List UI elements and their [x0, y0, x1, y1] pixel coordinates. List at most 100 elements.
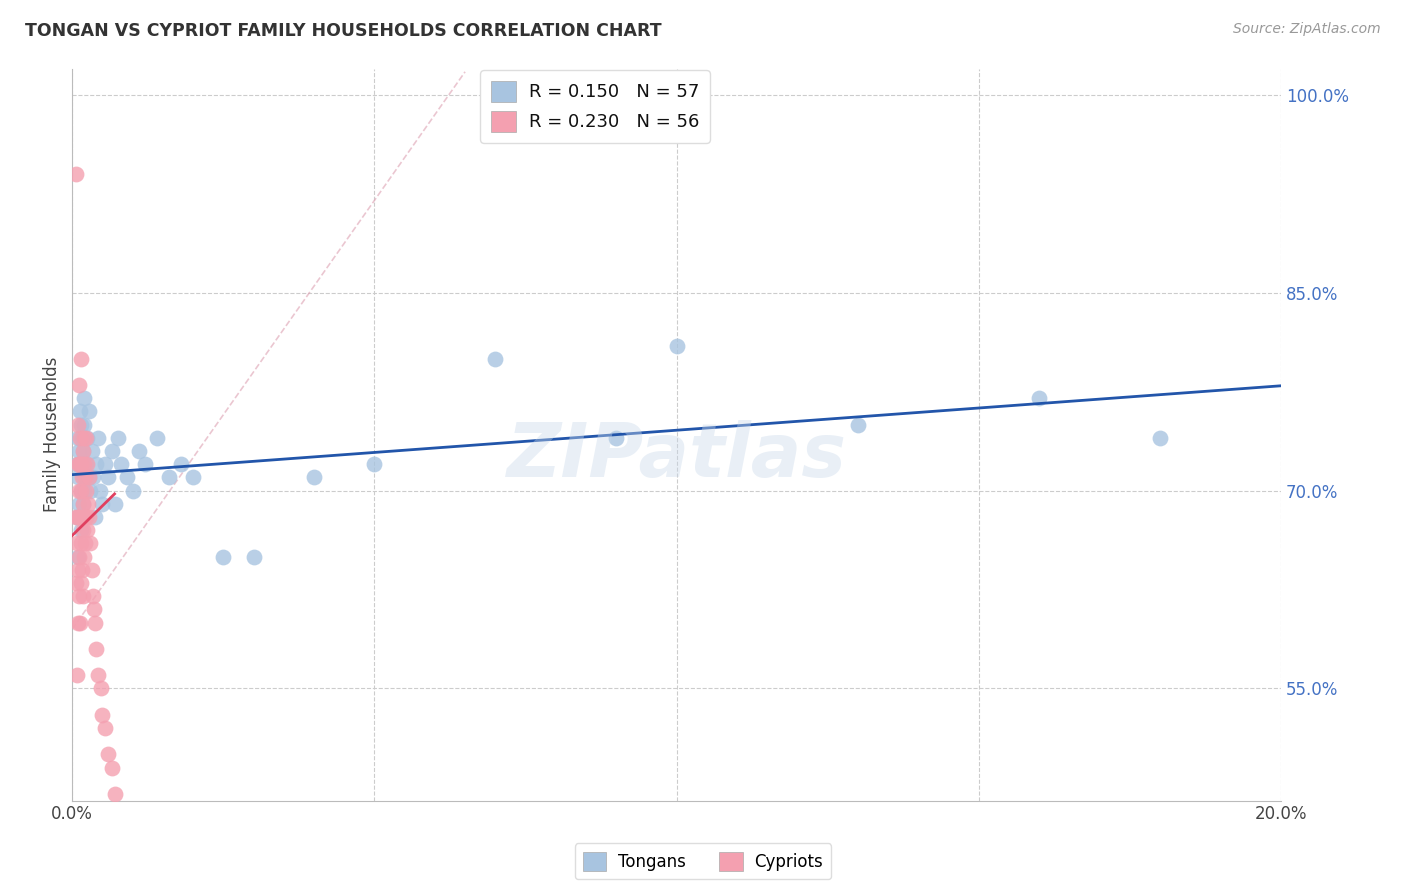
Point	[75, 510, 97, 524]
Point	[82, 589, 104, 603]
Point	[212, 549, 235, 564]
Point	[242, 549, 264, 564]
Point	[115, 470, 138, 484]
Point	[66, 549, 89, 564]
Point	[94, 457, 117, 471]
Text: ZIPatlas: ZIPatlas	[506, 420, 846, 493]
Point	[94, 721, 117, 735]
Point	[65, 167, 87, 181]
Point	[67, 483, 90, 498]
Point	[70, 510, 93, 524]
Point	[75, 457, 97, 471]
Point	[73, 431, 96, 445]
Point	[665, 338, 688, 352]
Point	[66, 510, 89, 524]
Point	[103, 787, 125, 801]
Point	[121, 483, 143, 498]
Point	[72, 589, 94, 603]
Point	[69, 431, 91, 445]
Point	[70, 563, 93, 577]
Point	[76, 431, 98, 445]
Point	[91, 707, 114, 722]
Point	[67, 417, 90, 432]
Point	[69, 497, 91, 511]
Point	[69, 615, 91, 630]
Point	[73, 536, 96, 550]
Point	[157, 470, 180, 484]
Point	[76, 457, 98, 471]
Point	[82, 470, 104, 484]
Point	[170, 457, 193, 471]
Point	[97, 470, 120, 484]
Point	[66, 457, 89, 471]
Point	[97, 747, 120, 762]
Point	[72, 497, 94, 511]
Point	[72, 444, 94, 458]
Point	[79, 483, 101, 498]
Point	[75, 483, 97, 498]
Point	[128, 444, 150, 458]
Point	[79, 536, 101, 550]
Point	[484, 351, 506, 366]
Point	[70, 351, 93, 366]
Point	[134, 457, 156, 471]
Point	[86, 457, 108, 471]
Point	[77, 510, 100, 524]
Point	[69, 378, 91, 392]
Point	[65, 576, 87, 591]
Point	[75, 510, 97, 524]
Point	[69, 417, 91, 432]
Point	[1028, 392, 1050, 406]
Text: TONGAN VS CYPRIOT FAMILY HOUSEHOLDS CORRELATION CHART: TONGAN VS CYPRIOT FAMILY HOUSEHOLDS CORR…	[25, 22, 662, 40]
Point	[84, 615, 107, 630]
Point	[65, 510, 87, 524]
Point	[80, 563, 103, 577]
Point	[77, 404, 100, 418]
Point	[70, 457, 93, 471]
Point	[75, 431, 97, 445]
Text: Source: ZipAtlas.com: Source: ZipAtlas.com	[1233, 22, 1381, 37]
Point	[110, 457, 132, 471]
Point	[67, 510, 90, 524]
Point	[66, 668, 89, 682]
Point	[846, 417, 869, 432]
Point	[80, 444, 103, 458]
Point	[302, 470, 325, 484]
Point	[107, 431, 129, 445]
Point	[70, 470, 93, 484]
Point	[73, 417, 96, 432]
Point	[73, 470, 96, 484]
Point	[66, 615, 89, 630]
Point	[73, 483, 96, 498]
Point	[69, 510, 91, 524]
Point	[69, 549, 91, 564]
Point	[77, 497, 100, 511]
Point	[67, 470, 90, 484]
Point	[87, 431, 110, 445]
Point	[1149, 431, 1171, 445]
Point	[146, 431, 169, 445]
Point	[86, 641, 108, 656]
Point	[67, 589, 90, 603]
Point	[67, 431, 90, 445]
Legend: R = 0.150   N = 57, R = 0.230   N = 56: R = 0.150 N = 57, R = 0.230 N = 56	[479, 70, 710, 143]
Point	[72, 497, 94, 511]
Point	[66, 457, 89, 471]
Point	[181, 470, 204, 484]
Point	[103, 497, 125, 511]
Point	[70, 431, 93, 445]
Point	[100, 761, 122, 775]
Point	[100, 444, 122, 458]
Legend: Tongans, Cypriots: Tongans, Cypriots	[575, 843, 831, 880]
Point	[72, 444, 94, 458]
Point	[605, 431, 627, 445]
Point	[67, 563, 90, 577]
Point	[70, 536, 93, 550]
Point	[363, 457, 385, 471]
Point	[72, 470, 94, 484]
Point	[69, 483, 91, 498]
Point	[66, 536, 89, 550]
Point	[77, 470, 100, 484]
Point	[69, 483, 91, 498]
Point	[73, 510, 96, 524]
